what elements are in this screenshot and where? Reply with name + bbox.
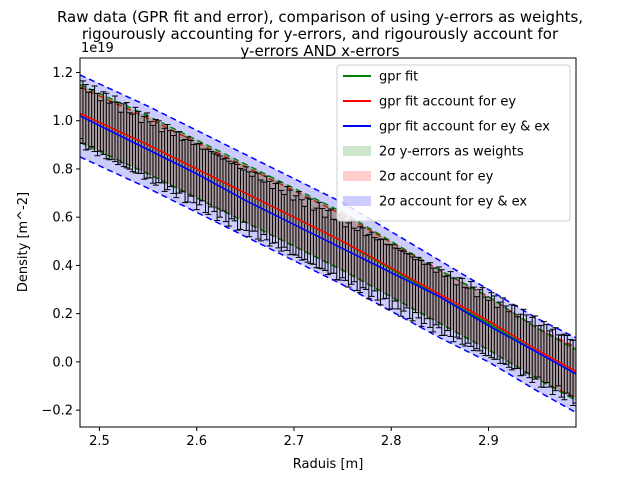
chart-title-line-3: y-errors AND x-errors xyxy=(240,42,399,60)
legend-swatch xyxy=(343,196,371,206)
y-tick-label: 1.2 xyxy=(52,66,73,81)
x-tick-label: 2.5 xyxy=(89,434,110,449)
legend-label: 2σ y-errors as weights xyxy=(379,145,524,160)
y-tick-label: 0.4 xyxy=(52,259,73,274)
y-axis-label: Density [m^-2] xyxy=(16,192,31,292)
legend-label: 2σ account for ey xyxy=(379,170,494,185)
x-tick-label: 2.8 xyxy=(381,434,402,449)
band-upper-1 xyxy=(80,86,576,349)
x-tick-label: 2.7 xyxy=(284,434,305,449)
legend-label: 2σ account for ey & ex xyxy=(379,195,527,210)
x-tick-label: 2.6 xyxy=(186,434,207,449)
y-tick-label: −0.2 xyxy=(41,404,73,419)
legend-label: gpr fit account for ey xyxy=(379,95,516,110)
chart-title: Raw data (GPR fit and error), comparison… xyxy=(57,8,583,60)
y-tick-label: 0.8 xyxy=(52,162,73,177)
x-axis: 2.5 2.6 2.7 2.8 2.9 xyxy=(89,427,499,449)
y-tick-label: 0.6 xyxy=(52,211,73,226)
plot-frame xyxy=(79,57,577,428)
legend-box xyxy=(336,64,571,222)
y-axis: −0.2 0.0 0.2 0.4 0.6 0.8 1.0 1.2 xyxy=(41,66,80,419)
y-tick-label: 0.2 xyxy=(52,307,73,322)
y-offset-label: 1e19 xyxy=(81,41,114,56)
y-tick-label: 1.0 xyxy=(52,114,73,129)
y-tick-label: 0.0 xyxy=(52,355,73,370)
band-lower-0 xyxy=(80,156,576,414)
legend-swatch xyxy=(343,146,371,156)
legend-swatch xyxy=(343,171,371,181)
legend-label: gpr fit xyxy=(379,70,418,85)
series-line-2 xyxy=(80,115,576,375)
series-line-1 xyxy=(80,112,576,373)
chart-title-line-1: Raw data (GPR fit and error), comparison… xyxy=(57,8,583,26)
plot-area xyxy=(80,74,576,414)
legend-label: gpr fit account for ey & ex xyxy=(379,120,550,135)
band-upper-0 xyxy=(80,74,576,339)
legend: gpr fit gpr fit account for ey gpr fit acc… xyxy=(336,64,571,222)
band-upper-2 xyxy=(80,83,576,351)
x-tick-label: 2.9 xyxy=(478,434,499,449)
x-axis-label: Raduis [m] xyxy=(293,457,364,472)
chart-title-line-2: rigourously accounting for y-errors, and… xyxy=(82,25,559,43)
